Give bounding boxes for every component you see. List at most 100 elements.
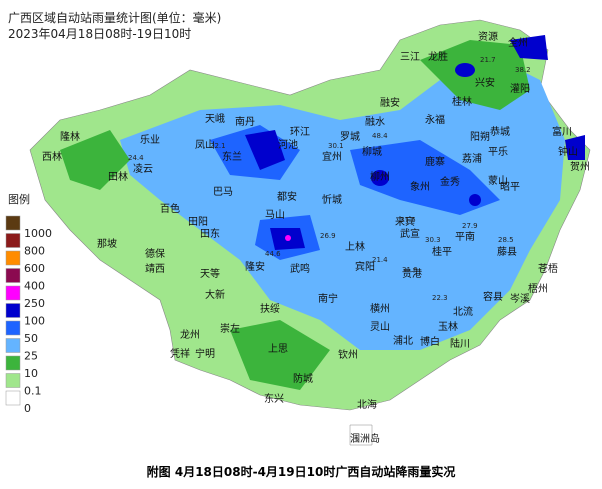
station-value: 48.4 (372, 132, 388, 140)
station-value: 28.5 (498, 236, 514, 244)
place-label: 天等 (200, 267, 220, 280)
place-label: 上林 (345, 240, 365, 253)
place-label: 隆安 (245, 260, 265, 273)
place-label: 宾阳 (355, 260, 375, 273)
legend-label: 10 (24, 367, 38, 380)
place-label: 北海 (357, 398, 377, 411)
legend-label: 800 (24, 245, 45, 258)
map-title: 广西区域自动站雨量统计图(单位：毫米) (8, 10, 221, 25)
place-label: 靖西 (145, 262, 165, 275)
legend-swatch (5, 320, 21, 336)
place-label: 三江 (400, 51, 420, 63)
place-label: 上思 (268, 343, 288, 355)
legend-label: 400 (24, 280, 45, 293)
place-label: 陆川 (450, 337, 470, 350)
region-dark-blue (510, 35, 548, 60)
legend-swatch (5, 303, 21, 318)
station-value: 38.2 (515, 66, 531, 74)
place-label: 灌阳 (510, 83, 530, 95)
place-label: 龙胜 (428, 50, 448, 63)
legend-label: 50 (24, 332, 38, 345)
legend-swatch (5, 285, 21, 301)
place-label: 百色 (160, 202, 180, 215)
place-label: 全州 (508, 36, 528, 49)
place-label: 兴安 (475, 76, 495, 89)
region-dark-blue (565, 135, 585, 160)
region-dark-blue (245, 130, 285, 170)
region-dark-blue (455, 63, 475, 77)
place-label: 贵港 (402, 267, 422, 280)
place-label: 昭平 (500, 181, 520, 193)
legend-swatch (5, 355, 21, 371)
place-label: 融安 (380, 96, 400, 109)
legend-label: 250 (24, 297, 45, 310)
station-value: 27.9 (462, 222, 478, 230)
station-value: 31.6 (402, 266, 418, 274)
place-label: 容县 (483, 290, 503, 303)
place-label: 河池 (278, 138, 298, 151)
place-label: 德保 (145, 247, 165, 260)
place-label: 武鸣 (290, 262, 310, 275)
station-value: 37.6 (400, 216, 416, 224)
place-label: 东兴 (264, 392, 284, 405)
legend-label: 100 (24, 315, 45, 328)
region-green (60, 130, 130, 190)
place-label: 巴马 (213, 186, 233, 198)
place-label: 象州 (410, 181, 430, 193)
place-label: 崇左 (220, 322, 240, 335)
place-label: 玉林 (438, 320, 458, 333)
place-label: 隆林 (60, 130, 80, 143)
place-label: 融水 (365, 116, 385, 128)
region-magenta (285, 235, 291, 241)
place-label: 罗城 (340, 131, 360, 143)
place-label: 南宁 (318, 292, 338, 305)
legend-label: 600 (24, 262, 45, 275)
island (349, 424, 373, 446)
region-blue (350, 140, 500, 215)
place-label: 凤山 (195, 139, 215, 151)
legend-swatch (5, 268, 21, 283)
region-green (420, 40, 530, 110)
station-value: 30.3 (425, 236, 441, 244)
place-label: 柳城 (362, 145, 382, 158)
station-value: 30.1 (328, 142, 344, 150)
legend-label: 0.1 (24, 385, 42, 398)
place-label: 藤县 (497, 246, 517, 258)
place-label: 防城 (293, 372, 313, 385)
place-label: 永福 (425, 113, 445, 126)
place-label: 乐业 (140, 134, 160, 146)
region-dark-blue (371, 170, 389, 186)
place-label: 恭城 (490, 126, 510, 138)
place-label: 马山 (265, 209, 285, 221)
place-label: 鹿寨 (425, 155, 445, 168)
place-label: 宜州 (322, 150, 342, 163)
place-label: 田东 (200, 227, 220, 240)
legend-swatch (5, 250, 21, 266)
place-label: 贺州 (570, 161, 590, 173)
place-label: 柳州 (370, 170, 390, 183)
place-label: 资源 (478, 30, 498, 43)
place-label: 田阳 (188, 216, 208, 228)
legend-swatch (5, 233, 21, 248)
caption: 附图 4月18日08时-4月19日10时广西自动站降雨量实况 (147, 464, 456, 479)
station-value: 21.4 (372, 256, 388, 264)
place-label: 岑溪 (510, 293, 530, 305)
legend-label: 1000 (24, 227, 52, 240)
place-label: 蒙山 (488, 174, 508, 187)
place-label: 浦北 (393, 334, 413, 347)
place-label: 富川 (552, 125, 572, 138)
legend-label: 0 (24, 402, 31, 415)
station-value: 44.6 (265, 250, 281, 258)
place-label: 环江 (290, 126, 310, 138)
place-label: 阳朔 (470, 130, 490, 143)
region-light-blue (120, 60, 565, 350)
place-label: 扶绥 (260, 302, 280, 315)
place-label: 桂平 (432, 245, 452, 258)
station-value: 24.4 (128, 154, 144, 162)
place-label: 钦州 (338, 349, 358, 361)
legend-swatch (5, 215, 21, 231)
place-label: 天峨 (205, 113, 225, 125)
legend-swatch (5, 390, 21, 406)
